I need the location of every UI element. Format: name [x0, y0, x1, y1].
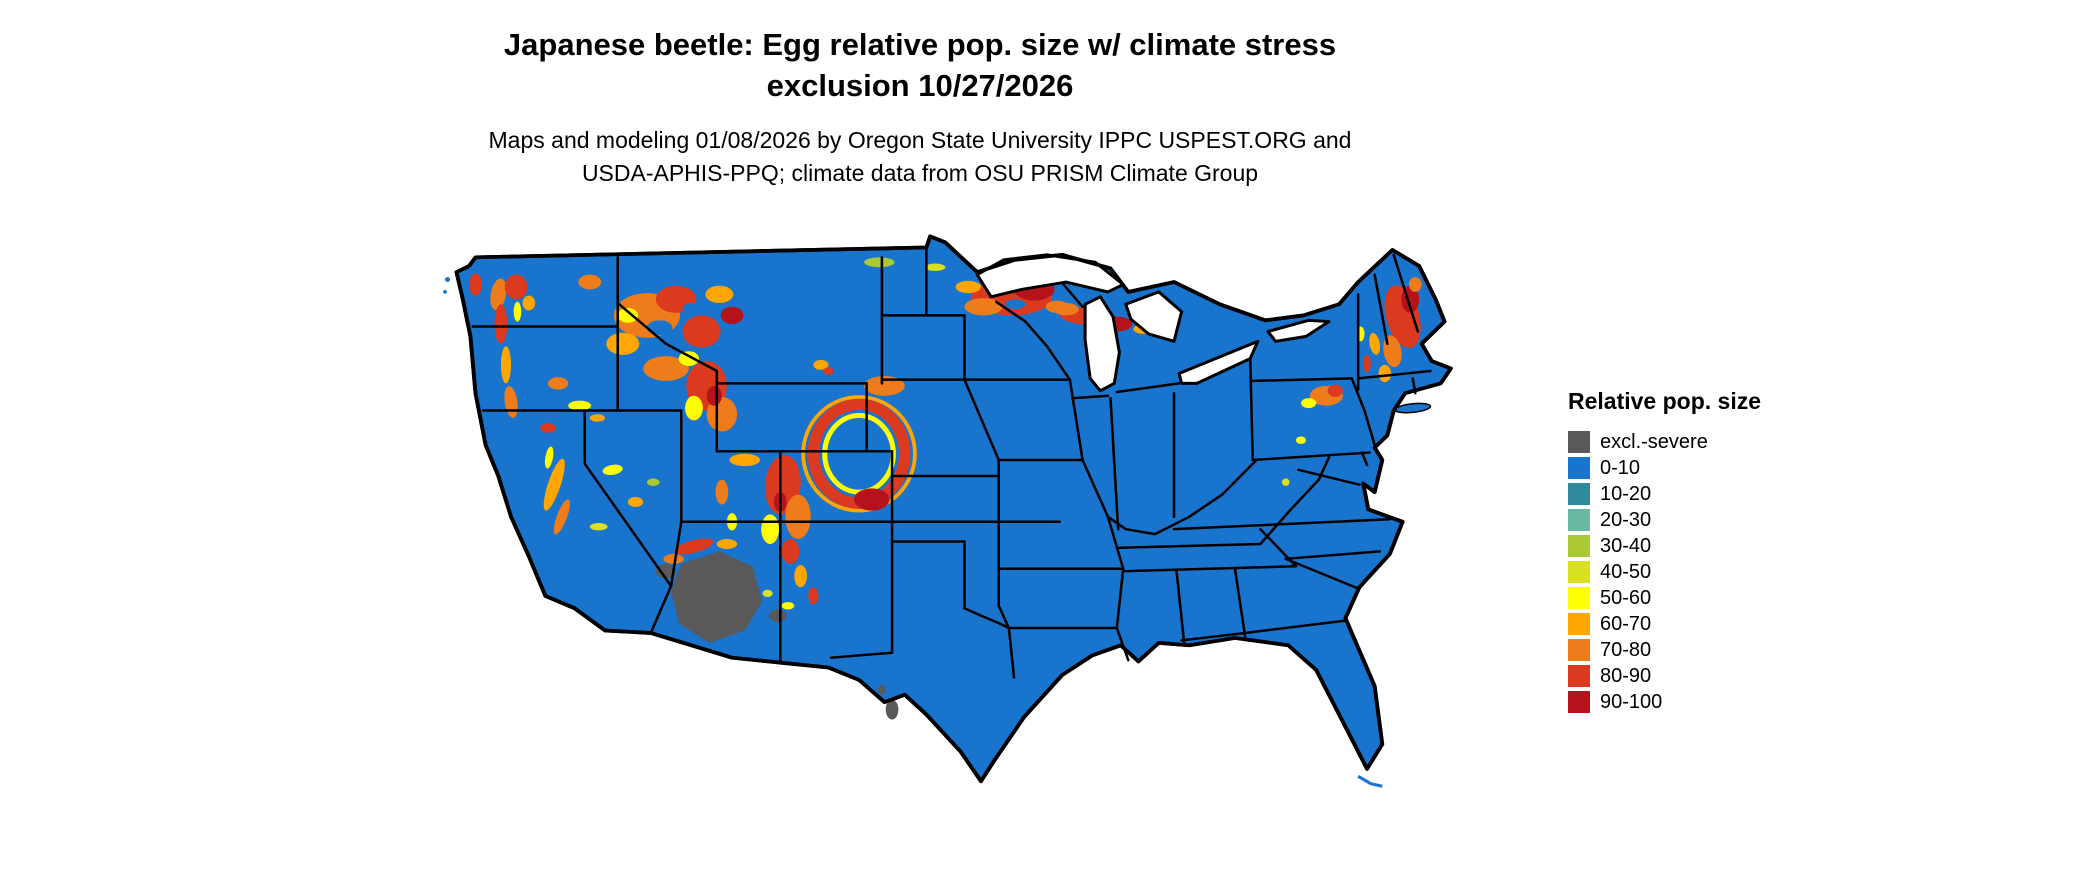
- conus-map-svg: [443, 234, 1453, 788]
- coastal-features: [443, 277, 1432, 788]
- legend-label: excl.-severe: [1600, 430, 1708, 453]
- legend-swatch-50-60: [1568, 587, 1590, 609]
- legend-swatch-90-100: [1568, 691, 1590, 713]
- legend-swatch-excl-severe: [1568, 431, 1590, 453]
- exclusion-zones: [655, 551, 899, 720]
- legend-item: 20-30: [1568, 507, 1868, 533]
- legend-label: 70-80: [1600, 638, 1652, 661]
- legend-swatch-10-20: [1568, 483, 1590, 505]
- legend-label: 50-60: [1600, 586, 1652, 609]
- legend-item: 70-80: [1568, 637, 1868, 663]
- legend-swatch-40-50: [1568, 561, 1590, 583]
- legend-label: 10-20: [1600, 482, 1652, 505]
- legend-title: Relative pop. size: [1568, 388, 1762, 414]
- legend-item: 0-10: [1568, 455, 1868, 481]
- header: Japanese beetle: Egg relative pop. size …: [0, 24, 1840, 190]
- legend-item: 60-70: [1568, 611, 1868, 637]
- lake-huron: [1124, 290, 1184, 343]
- legend-label: 40-50: [1600, 560, 1652, 583]
- map-title-line1: Japanese beetle: Egg relative pop. size …: [503, 27, 1337, 62]
- great-lakes: [975, 253, 1331, 393]
- legend-swatch-80-90: [1568, 665, 1590, 687]
- legend-item: 30-40: [1568, 533, 1868, 559]
- florida-keys: [1357, 774, 1383, 788]
- legend-label: 20-30: [1600, 508, 1652, 531]
- map-subtitle: Maps and modeling 01/08/2026 by Oregon S…: [0, 124, 1840, 190]
- legend-item: excl.-severe: [1568, 429, 1868, 455]
- map-subtitle-line2: USDA-APHIS-PPQ; climate data from OSU PR…: [581, 160, 1259, 186]
- legend-swatch-60-70: [1568, 613, 1590, 635]
- lake-michigan: [1083, 295, 1121, 393]
- legend-item: 90-100: [1568, 689, 1868, 715]
- legend-swatch-70-80: [1568, 639, 1590, 661]
- lake-erie: [1177, 339, 1260, 385]
- legend-label: 90-100: [1600, 690, 1663, 713]
- legend-item: 10-20: [1568, 481, 1868, 507]
- conus-outline: [454, 234, 1453, 784]
- legend-label: 60-70: [1600, 612, 1652, 635]
- state-borders: [471, 246, 1432, 679]
- legend-swatch-0-10: [1568, 457, 1590, 479]
- lake-ontario: [1266, 318, 1331, 343]
- conus-map: [285, 198, 1555, 890]
- legend: Relative pop. size excl.-severe 0-10 10-…: [1568, 388, 1868, 715]
- legend-item: 80-90: [1568, 663, 1868, 689]
- legend-swatch-30-40: [1568, 535, 1590, 557]
- conus-outline-stroke: [454, 234, 1453, 784]
- legend-item: 40-50: [1568, 559, 1868, 585]
- legend-label: 0-10: [1600, 456, 1641, 479]
- legend-label: 80-90: [1600, 664, 1652, 687]
- legend-swatch-20-30: [1568, 509, 1590, 531]
- map-title-line2: exclusion 10/27/2026: [766, 68, 1074, 103]
- legend-label: 30-40: [1600, 534, 1652, 557]
- map-subtitle-line1: Maps and modeling 01/08/2026 by Oregon S…: [488, 127, 1352, 153]
- legend-item: 50-60: [1568, 585, 1868, 611]
